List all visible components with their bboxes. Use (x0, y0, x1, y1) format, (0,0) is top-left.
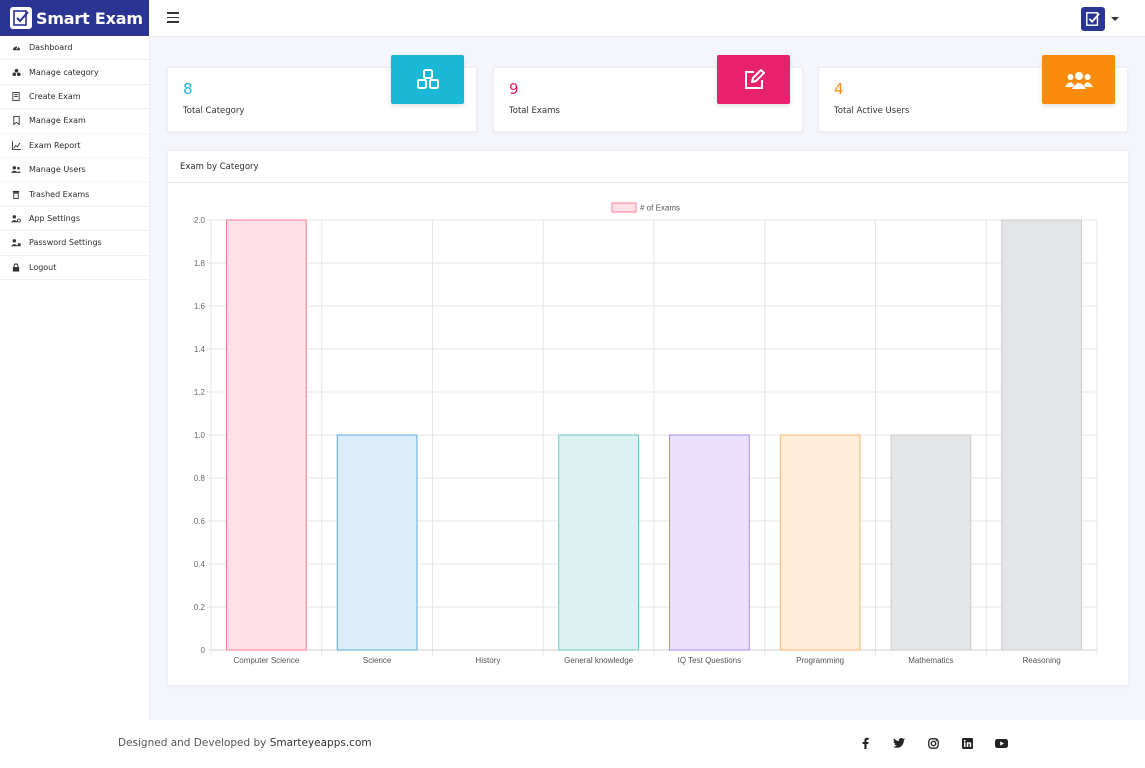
profile-logo-icon (1081, 7, 1105, 31)
sidebar-item-label: Manage category (29, 67, 99, 77)
bar (558, 434, 639, 651)
sidebar-item-manage-exam[interactable]: Manage Exam (0, 109, 149, 134)
report-chart-icon (11, 140, 21, 150)
x-tick-label: Programming (796, 656, 844, 665)
sidebar-item-logout[interactable]: Logout (0, 256, 149, 280)
y-tick-label: 0.6 (194, 517, 206, 526)
legend-swatch (611, 202, 637, 213)
stat-card-total-category: 8 Total Category (167, 55, 477, 132)
x-tick-label: IQ Test Questions (678, 656, 741, 665)
chart-card-title: Exam by Category (168, 151, 1128, 183)
sidebar-item-create-exam[interactable]: Create Exam (0, 85, 149, 110)
x-tick-label: Science (363, 656, 392, 665)
y-tick-label: 1.2 (194, 388, 206, 397)
sidebar-item-label: Create Exam (29, 91, 81, 101)
sidebar-item-trashed-exams[interactable]: Trashed Exams (0, 182, 149, 207)
x-tick-label: History (475, 656, 500, 665)
create-exam-icon (11, 91, 21, 101)
footer-credit: Designed and Developed by Smarteyeapps.c… (118, 737, 372, 749)
y-tick-label: 0.2 (194, 603, 206, 612)
users-icon (1042, 55, 1115, 104)
bar (779, 434, 861, 651)
bar (669, 434, 750, 651)
sidebar-item-label: Logout (29, 262, 57, 272)
bar (336, 434, 418, 651)
stat-label: Total Category (183, 106, 245, 116)
stat-card-total-active-users: 4 Total Active Users (818, 55, 1128, 132)
users-icon (11, 165, 21, 175)
x-tick-label: Computer Science (233, 656, 299, 665)
youtube-icon[interactable] (994, 736, 1008, 750)
footer: Designed and Developed by Smarteyeapps.c… (0, 720, 1145, 768)
stat-value: 9 (509, 80, 519, 98)
topbar (149, 0, 1145, 37)
x-tick-label: Mathematics (908, 656, 953, 665)
stat-label: Total Active Users (834, 106, 910, 116)
sidebar-item-label: Manage Exam (29, 116, 86, 126)
sidebar-item-dashboard[interactable]: Dashboard (0, 36, 149, 61)
sidebar-item-label: Dashboard (29, 43, 73, 53)
sidebar-item-label: Exam Report (29, 140, 81, 150)
main-content: 8 Total Category 9 Total Exams 4 Total A… (150, 37, 1145, 720)
y-tick-label: 1.0 (194, 431, 206, 440)
logo-icon (10, 7, 32, 29)
facebook-icon[interactable] (858, 736, 872, 750)
sidebar-item-app-settings[interactable]: App Settings (0, 207, 149, 232)
sidebar-item-label: Trashed Exams (29, 189, 90, 199)
sidebar-item-manage-category[interactable]: Manage category (0, 60, 149, 85)
footer-credit-link[interactable]: Smarteyeapps.com (269, 737, 372, 749)
y-tick-label: 1.6 (194, 302, 206, 311)
bar (1001, 219, 1082, 651)
cubes-icon (391, 55, 464, 104)
linkedin-icon[interactable] (960, 736, 974, 750)
bar (226, 219, 307, 651)
dashboard-icon (11, 43, 21, 53)
legend-label: # of Exams (640, 204, 680, 213)
social-links (858, 736, 1008, 750)
category-icon (11, 67, 21, 77)
y-tick-label: 2.0 (194, 216, 206, 225)
sidebar-item-label: App Settings (29, 213, 80, 223)
sidebar: Dashboard Manage category Create Exam Ma… (0, 36, 150, 720)
sidebar-item-exam-report[interactable]: Exam Report (0, 134, 149, 158)
profile-menu[interactable] (1081, 7, 1119, 31)
y-tick-label: 0 (201, 646, 206, 655)
user-gear-icon (11, 213, 21, 223)
sidebar-item-manage-users[interactable]: Manage Users (0, 158, 149, 183)
menu-toggle-icon[interactable] (167, 12, 179, 24)
y-tick-label: 0.8 (194, 474, 206, 483)
chevron-down-icon (1111, 17, 1119, 21)
y-tick-label: 0.4 (194, 560, 206, 569)
bookmark-icon (11, 116, 21, 126)
sidebar-item-label: Password Settings (29, 238, 102, 248)
footer-credit-text: Designed and Developed by (118, 737, 270, 749)
stat-value: 8 (183, 80, 193, 98)
stat-value: 4 (834, 80, 844, 98)
trash-icon (11, 189, 21, 199)
user-key-icon (11, 238, 21, 248)
instagram-icon[interactable] (926, 736, 940, 750)
bar (890, 434, 972, 651)
lock-icon (11, 262, 21, 272)
edit-icon (717, 55, 790, 104)
brand[interactable]: Smart Exam (0, 0, 149, 36)
app-name: Smart Exam (36, 8, 143, 28)
x-tick-label: Reasoning (1023, 656, 1061, 665)
x-tick-label: General knowledge (564, 656, 633, 665)
chart-card: Exam by Category 0 0.2 0.4 0.6 0.8 1.0 1.2 1.4 1… (167, 150, 1129, 686)
sidebar-item-password-settings[interactable]: Password Settings (0, 231, 149, 256)
exam-by-category-chart: 0 0.2 0.4 0.6 0.8 1.0 1.2 1.4 1.6 1.8 2.0 Computer … (194, 202, 1098, 665)
y-tick-label: 1.8 (194, 259, 206, 268)
stat-label: Total Exams (509, 106, 560, 116)
sidebar-item-label: Manage Users (29, 165, 86, 175)
stat-card-total-exams: 9 Total Exams (493, 55, 803, 132)
twitter-icon[interactable] (892, 736, 906, 750)
y-tick-label: 1.4 (194, 345, 206, 354)
